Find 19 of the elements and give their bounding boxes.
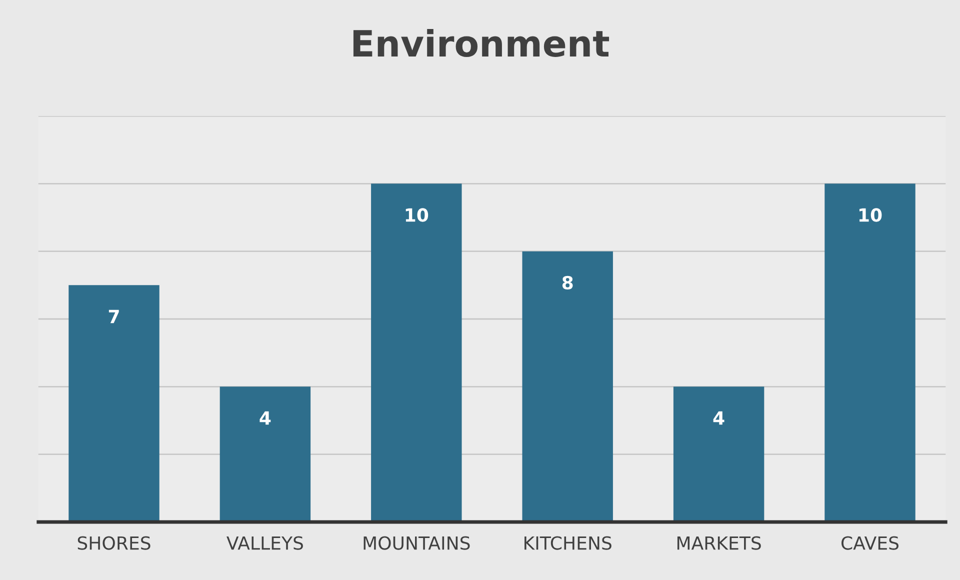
data-label: 4 — [713, 411, 724, 425]
bar — [522, 251, 613, 522]
data-label: 4 — [260, 411, 271, 425]
chart-title: Environment — [353, 29, 610, 57]
x-tick-label: MARKETS — [677, 536, 761, 550]
data-label: 10 — [406, 208, 428, 222]
x-tick-label: CAVES — [842, 536, 899, 550]
bar — [824, 184, 916, 522]
bar — [673, 386, 764, 522]
data-label: 10 — [859, 208, 882, 222]
x-tick-label: MOUNTAINS — [364, 536, 470, 550]
data-label: 8 — [562, 276, 573, 290]
x-tick-label: SHORES — [78, 536, 150, 550]
data-label: 7 — [108, 310, 119, 324]
bar — [68, 285, 160, 522]
bar — [371, 184, 462, 522]
bar — [220, 386, 311, 522]
x-tick-label: KITCHENS — [524, 536, 612, 550]
x-tick-label: VALLEYS — [226, 536, 303, 550]
